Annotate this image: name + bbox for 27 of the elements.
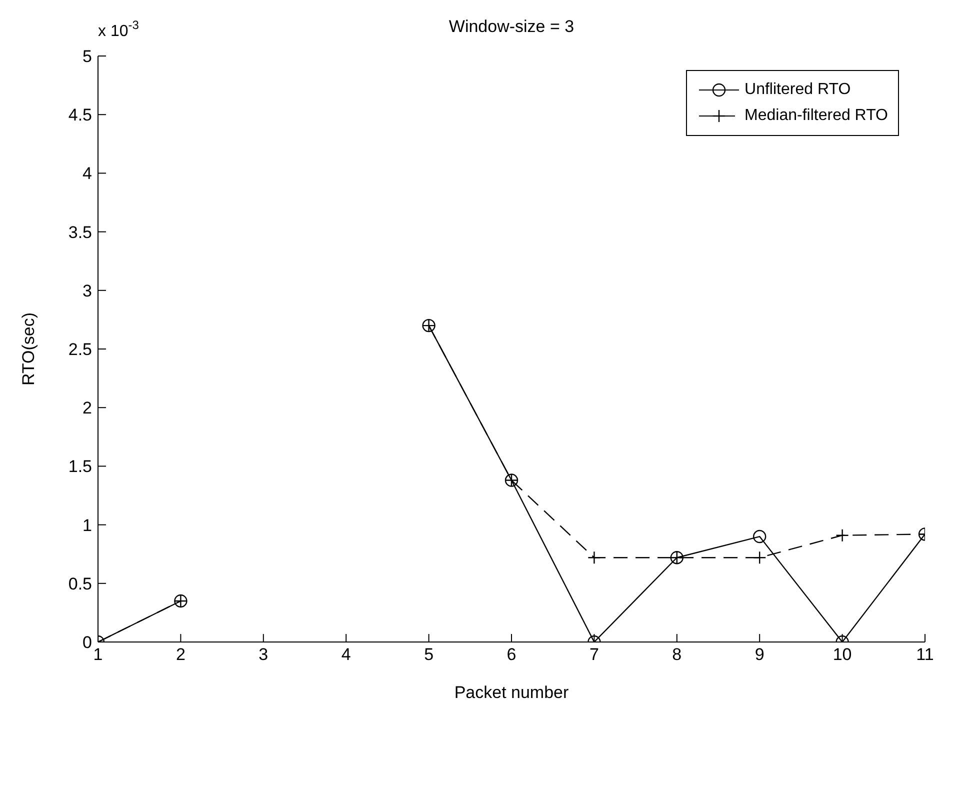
y-tick-label: 3.5 <box>68 222 92 242</box>
y-tick-label: 2.5 <box>68 340 92 360</box>
x-tick-label: 2 <box>176 645 186 664</box>
x-tick-label: 11 <box>916 645 934 664</box>
x-tick-label: 6 <box>506 645 516 664</box>
x-axis-title: Packet number <box>454 683 569 702</box>
y-tick-label: 2 <box>82 398 92 418</box>
y-tick-label: 4 <box>82 164 92 184</box>
x-tick-label: 5 <box>424 645 434 664</box>
x-tick-label: 4 <box>341 645 351 664</box>
text: x 10$^{-3}$ <box>98 18 140 40</box>
x-tick-label: 7 <box>589 645 599 664</box>
legend-label: Unflitered RTO <box>744 81 851 99</box>
x-tick-label: 8 <box>672 645 682 664</box>
y-tick-label: 0.5 <box>68 574 92 594</box>
y-tick-label: 1 <box>82 516 92 535</box>
y-tick-label: 0 <box>82 633 92 652</box>
y-axis-title: RTO(sec) <box>19 312 38 386</box>
chart-title: Window-size = 3 <box>448 17 574 36</box>
legend-label: Median-filtered RTO <box>744 107 888 125</box>
x-tick-label: 3 <box>258 645 268 664</box>
y-tick-label: 3 <box>82 281 92 300</box>
y-tick-label: 4.5 <box>68 106 92 125</box>
x-tick-label: 10 <box>832 645 852 664</box>
y-tick-label: 1.5 <box>68 457 92 476</box>
x-tick-label: 9 <box>754 645 764 664</box>
y-tick-label: 5 <box>82 47 92 66</box>
